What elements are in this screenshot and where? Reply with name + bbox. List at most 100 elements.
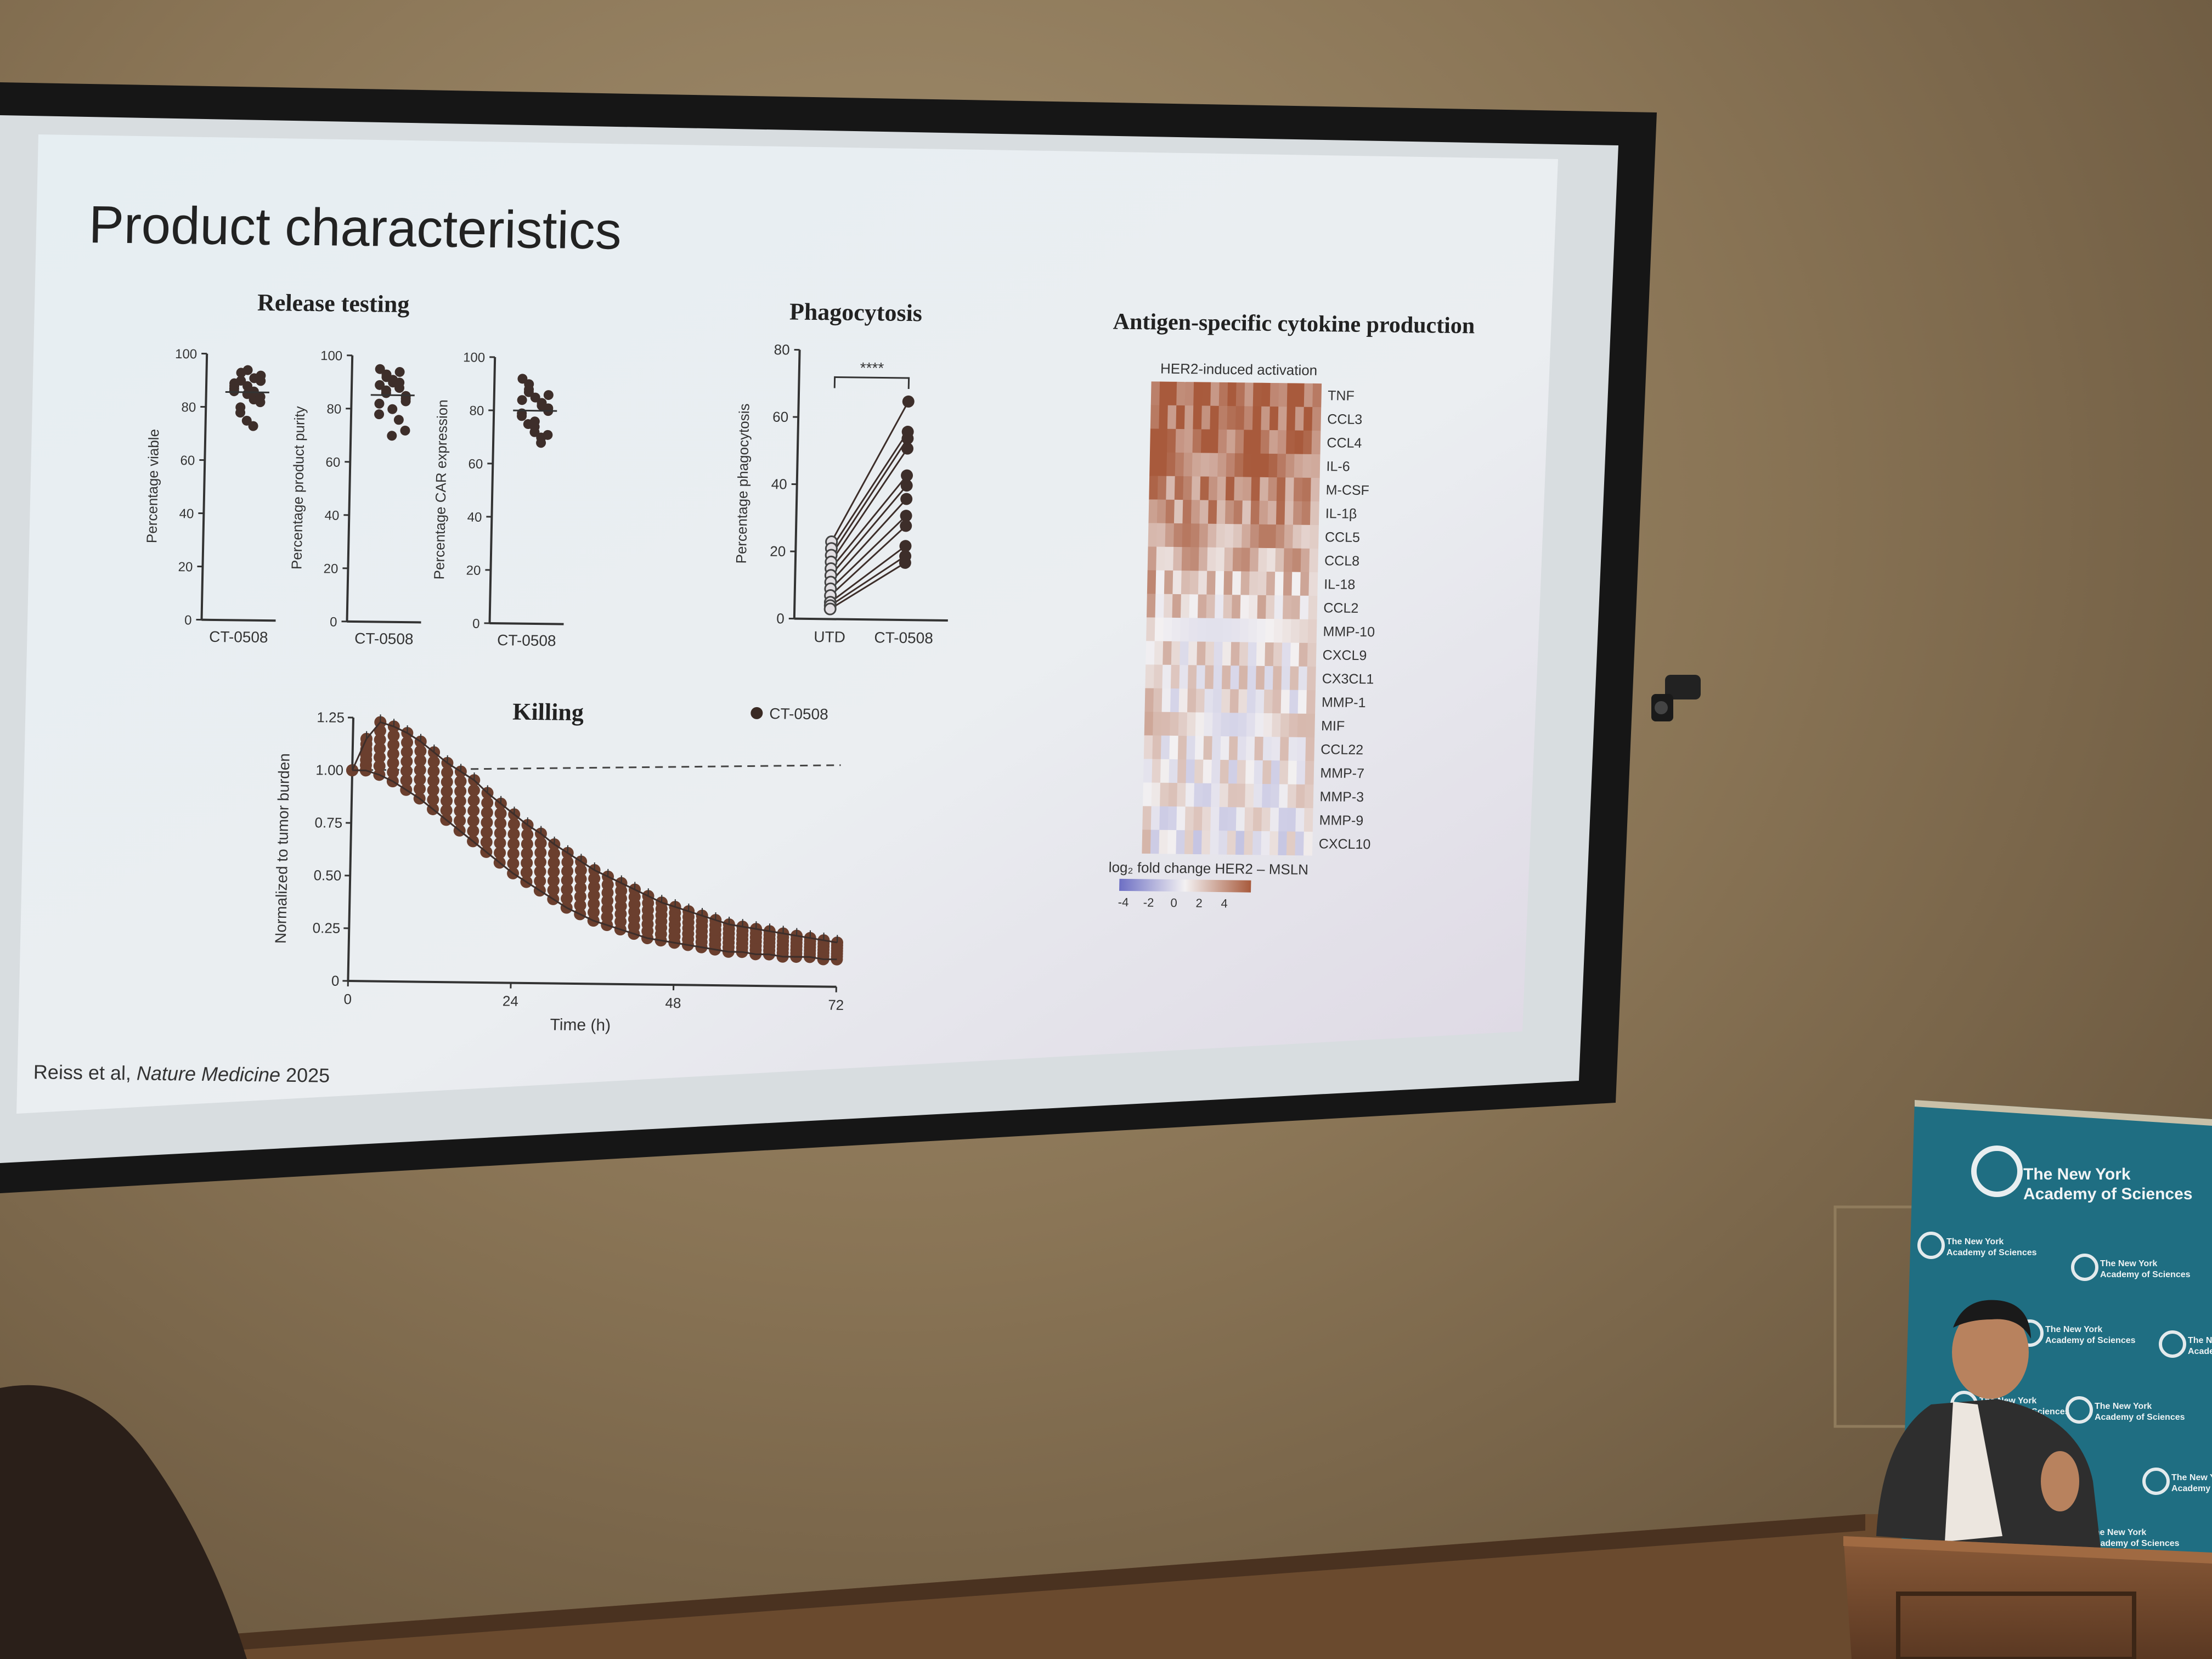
heatmap-cell	[1227, 382, 1237, 407]
heatmap-cell	[1221, 689, 1231, 713]
heatmap-cell	[1294, 430, 1304, 455]
heatmap-cell	[1178, 689, 1188, 713]
ytick-label: 80	[326, 402, 341, 416]
killing-point	[441, 785, 453, 798]
heatmap-cell	[1263, 713, 1273, 737]
heatmap-cell	[1260, 430, 1270, 454]
release-point	[242, 381, 253, 391]
heatmap-cell	[1210, 405, 1220, 430]
pair-line	[830, 555, 906, 607]
heatmap-cell	[1201, 382, 1211, 407]
killing-ylabel: Normalized to tumor burden	[272, 753, 293, 944]
killing-point	[588, 906, 600, 918]
heatmap-cell	[1251, 453, 1261, 478]
killing-point	[467, 804, 480, 817]
heatmap-cell	[1200, 453, 1210, 477]
release-point	[394, 377, 405, 388]
ytick-label: 40	[467, 510, 482, 524]
heatmap-cell	[1177, 783, 1186, 807]
heatmap-cell	[1257, 571, 1267, 596]
heatmap-cell	[1150, 806, 1160, 831]
heatmap-cell	[1295, 407, 1305, 431]
heatmap-cell	[1161, 712, 1171, 736]
camera-icon	[1651, 675, 1701, 721]
heatmap-cell	[1155, 594, 1165, 618]
heatmap-cell	[1235, 807, 1245, 832]
killing-point	[374, 751, 386, 764]
banner-org-line2: Academy of Sciences	[2023, 1185, 2192, 1203]
heatmap-cell	[1210, 382, 1220, 407]
heatmap-cell	[1184, 830, 1194, 854]
gene-label: IL-6	[1326, 459, 1350, 475]
heatmap-cell	[1285, 477, 1295, 502]
heatmap-cell	[1269, 382, 1279, 407]
xtick-label: 48	[665, 995, 681, 1011]
heatmap-cell	[1187, 665, 1197, 689]
gene-label: CCL22	[1321, 742, 1363, 758]
ytick-label: 20	[323, 561, 338, 576]
banner-logo: The New York Academy of Sciences	[1971, 1146, 2192, 1203]
heatmap-cell	[1160, 759, 1170, 783]
heatmap-cell	[1180, 641, 1189, 665]
killing-point	[401, 736, 414, 749]
killing-point	[494, 847, 506, 859]
killing-point	[467, 794, 480, 807]
killing-point	[374, 742, 386, 755]
killing-point	[414, 773, 426, 786]
heatmap-cell	[1235, 382, 1245, 407]
heatmap-cell	[1277, 454, 1286, 478]
phagocytosis-chart: 0 20 40 60 80 Percentage phagocytosis UTD CT-05…	[733, 341, 948, 647]
heatmap-cell	[1297, 690, 1307, 714]
heatmap-cell	[1195, 712, 1205, 737]
ytick-label: 60	[180, 453, 195, 468]
killing-point	[374, 733, 386, 746]
heatmap-cell	[1215, 571, 1224, 595]
ytick-label: 20	[466, 563, 481, 578]
heatmap-cell	[1211, 759, 1221, 784]
heatmap-cell	[1293, 477, 1303, 502]
heatmap-cell	[1286, 383, 1296, 408]
killing-point	[454, 805, 466, 817]
killing-point	[427, 793, 439, 806]
heatmap-cell	[1299, 642, 1308, 667]
axis-y	[488, 357, 496, 624]
heatmap-cell	[1165, 523, 1175, 548]
phago-xcat: UTD	[814, 628, 845, 646]
heatmap-cell	[1223, 571, 1233, 595]
heatmap-cell	[1274, 572, 1284, 596]
heatmap-cell	[1290, 642, 1300, 667]
heatmap-cell	[1205, 618, 1215, 642]
heatmap-cell	[1269, 808, 1279, 832]
killing-point	[547, 884, 560, 896]
release-point	[517, 374, 528, 384]
ytick-label: 40	[179, 506, 194, 521]
heatmap-cell	[1306, 666, 1316, 691]
heatmap-cell	[1293, 501, 1302, 526]
heatmap-cell	[1167, 381, 1177, 406]
heatmap-cell	[1226, 430, 1236, 454]
heatmap-cell	[1280, 690, 1290, 714]
release-point	[530, 392, 540, 403]
xtick-label: 0	[343, 991, 352, 1007]
heatmap-cell	[1152, 735, 1162, 760]
heatmap-cell	[1215, 547, 1225, 572]
heatmap-cell	[1228, 760, 1238, 784]
banner-small-text: The New York	[2095, 1402, 2152, 1411]
heatmap-cell	[1154, 641, 1164, 665]
killing-point	[534, 856, 546, 868]
heatmap-cell	[1167, 830, 1177, 854]
heatmap-cell	[1235, 831, 1245, 855]
heatmap-cell	[1227, 807, 1237, 831]
heatmap-cell	[1167, 428, 1176, 453]
release-point	[393, 415, 404, 425]
heatmap-cell	[1196, 665, 1206, 690]
heatmap-cell	[1304, 808, 1313, 832]
heatmap-cell	[1302, 454, 1312, 478]
heatmap-cell	[1209, 429, 1219, 454]
heatmap-cell	[1305, 760, 1314, 785]
ytick-label: 80	[774, 341, 790, 358]
heatmap-cell	[1158, 428, 1168, 453]
heatmap-cell	[1262, 760, 1272, 785]
heatmap-cell	[1231, 595, 1241, 619]
